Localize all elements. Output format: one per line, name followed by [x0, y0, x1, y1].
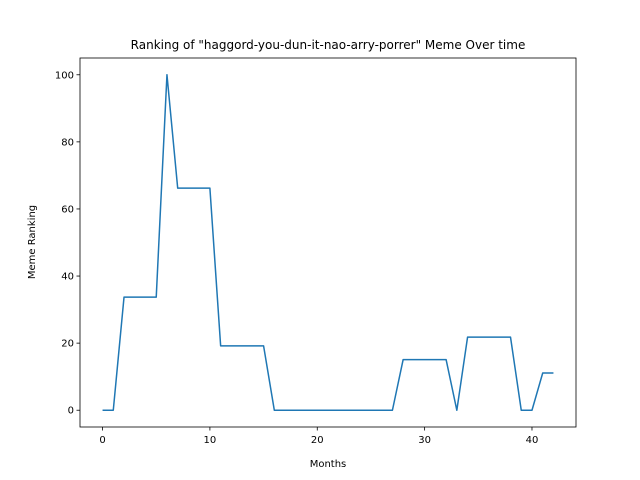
x-tick-label: 30	[418, 435, 431, 446]
chart-title: Ranking of "haggord-you-dun-it-nao-arry-…	[131, 38, 526, 52]
y-tick-label: 80	[61, 137, 74, 148]
plot-area: 0 10 20 30 40 0 20 40 60 80 100	[55, 57, 577, 446]
y-tick-label: 0	[68, 406, 74, 417]
y-axis-label: Meme Ranking	[27, 205, 38, 279]
y-tick-label: 20	[61, 339, 74, 350]
x-axis-label: Months	[310, 459, 347, 470]
x-tick-label: 40	[526, 435, 539, 446]
x-tick-label: 20	[311, 435, 324, 446]
y-tick-label: 40	[61, 272, 74, 283]
y-tick-label: 60	[61, 204, 74, 215]
x-tick-label: 0	[99, 435, 105, 446]
axes-frame	[79, 57, 577, 428]
series-line	[102, 74, 554, 411]
x-tick-label: 10	[204, 435, 217, 446]
y-tick-label: 100	[55, 70, 74, 81]
